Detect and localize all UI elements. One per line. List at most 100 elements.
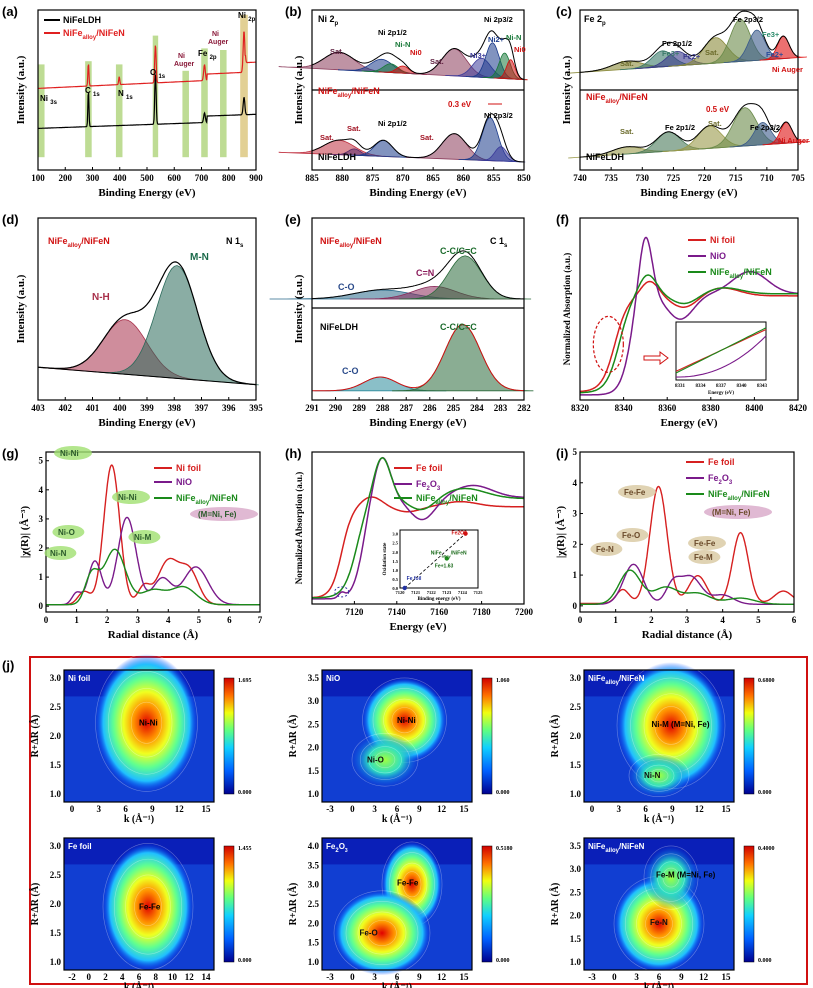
region-label: Fe 2p: [198, 49, 217, 61]
wavelet-bond-label: Ni-Ni: [139, 718, 158, 727]
x-tick-label: 6: [123, 804, 128, 814]
ni2p-alloy-peak-label: Ni0: [514, 45, 526, 54]
x-tick-label: 400: [113, 173, 127, 183]
ni2p-alloy-peak-label: Ni 2p3/2: [484, 15, 513, 24]
plot-frame: [579, 217, 799, 401]
x-tick-label: 2: [103, 972, 108, 982]
y-tick-label: 1.0: [570, 789, 582, 799]
inset-y-tick-label: 0.5: [392, 577, 398, 582]
y-tick-label: 1.0: [308, 957, 320, 967]
survey-ldh-line: [38, 74, 256, 129]
wavelet-map-title: Ni foil: [68, 674, 90, 683]
exafs-ni-series-1: [46, 516, 260, 606]
ni2p-ldh-sample-label: NiFeLDH: [318, 152, 356, 162]
panel-i-fe-exafs: 0 1 2 3 4 5 6 0 1 2 3 4 5 Radial distance (Å) |χ(R)| (…: [555, 446, 797, 641]
wavelet-bond-label: Ni-M (M=Ni, Fe): [652, 720, 710, 729]
panel-label-a: (a): [2, 4, 18, 19]
inset-point-label: NiFealloy/NiFeN: [431, 550, 467, 558]
y-tick-label: 3.0: [50, 673, 62, 683]
x-tick-label: 3: [97, 804, 102, 814]
c1s-alloy-peak-label: C-C/C=C: [440, 246, 477, 256]
wavelet-bond-label: Fe-O: [360, 929, 378, 938]
x-axis-label: k (Å⁻¹): [644, 813, 674, 825]
wavelet-contour: [645, 909, 673, 939]
wavelet-contour: [643, 845, 699, 910]
panel-title-d: N 1s: [226, 236, 244, 249]
panel-label-g: (g): [2, 446, 19, 461]
y-axis-label: R+ΔR (Å): [287, 883, 299, 926]
panel-g-ni-exafs: 0 1 2 3 4 5 6 7 0 1 2 3 4 5 Radial distance (Å) |χ(R)| …: [2, 446, 263, 641]
wavelet-bond-label: Fe-M (M=Ni, Fe): [656, 871, 716, 880]
wavelet-bond-label: Ni-N: [644, 771, 661, 780]
exafs-ni-series-2: [46, 548, 260, 606]
wavelet-map-title: Fe2O3: [326, 842, 348, 854]
x-tick-label: 3: [135, 615, 140, 625]
ni2p-alloy-peak-label: Ni-N: [506, 33, 521, 42]
x-tick-label: 3: [685, 615, 690, 625]
n1s-peak-label: M-N: [190, 252, 209, 263]
xanes-ni-series-1: [580, 236, 798, 396]
wavelet-map-title: NiO: [326, 674, 340, 683]
wavelet-bond-label: Ni-Ni: [397, 716, 416, 725]
x-tick-label: 860: [457, 173, 471, 183]
colorbar-max-label: 1.060: [496, 678, 510, 684]
x-tick-label: 8400: [745, 403, 764, 413]
ni2p-ldh-peak-label: Sat.: [320, 133, 334, 142]
x-tick-label: 870: [396, 173, 410, 183]
colorbar-max-label: 0.4000: [758, 846, 775, 852]
n1s-peak-label: N-H: [92, 292, 110, 303]
y-tick-label: 0: [573, 601, 578, 611]
c1s-alloy-peak-label: C-O: [338, 282, 355, 292]
panel-title-e: C 1s: [490, 236, 508, 249]
colorbar-min-label: 0.000: [238, 958, 252, 964]
inset-point-label: Fe foil: [407, 576, 422, 582]
x-tick-label: 850: [517, 173, 531, 183]
y-axis-label: Intensity (a.u.): [293, 55, 305, 124]
x-tick-label: 9: [670, 804, 675, 814]
x-tick-label: 12: [695, 804, 705, 814]
plot-frame: [321, 669, 473, 803]
x-tick-label: 4: [120, 972, 125, 982]
x-axis-label: Binding Energy (eV): [369, 417, 467, 429]
ni2p-shift-label: 0.3 eV: [448, 100, 472, 109]
x-tick-label: -2: [68, 972, 76, 982]
bond-annotation: Ni-O: [58, 528, 75, 537]
x-tick-label: 500: [140, 173, 154, 183]
legend-label: NiFealloy/NiFeN: [710, 267, 772, 280]
x-tick-label: 6: [643, 804, 648, 814]
inset-y-tick-label: 0.0: [392, 586, 398, 591]
wavelet-contour: [359, 739, 411, 780]
ni2p-ldh-envelope: [311, 113, 525, 163]
inset-y-tick-label: 2.0: [392, 550, 398, 555]
y-axis-label: Intensity (a.u.): [293, 274, 305, 343]
wavelet-map-title: NiFealloy/NiFeN: [588, 674, 645, 686]
x-tick-label: 3: [372, 804, 377, 814]
legend-label: Fe foil: [708, 457, 735, 467]
x-tick-label: 1: [74, 615, 79, 625]
fe2p-alloy-peak-label: Ni Auger: [772, 65, 803, 74]
inset-x-tick-label: 8331: [675, 384, 686, 389]
inset-data-point: [444, 556, 449, 561]
wavelet-contour: [351, 733, 419, 787]
x-tick-label: 0: [70, 804, 75, 814]
ni2p-alloy-peak-label: Ni 2p1/2: [378, 28, 407, 37]
wavelet-contour: [120, 688, 173, 758]
y-axis-label: Normalized Absorption (a.u.): [562, 253, 572, 366]
xanes-fe-series-2: [312, 457, 524, 599]
xps-region-highlight: [152, 35, 159, 158]
panel-label-h: (h): [285, 446, 302, 461]
wavelet-bond-label: Fe-Fe: [397, 879, 419, 888]
y-axis-label: R+ΔR (Å): [549, 883, 561, 926]
x-tick-label: 300: [86, 173, 100, 183]
inset-fit-line: [404, 533, 466, 589]
wavelet-contour: [657, 861, 685, 894]
x-tick-label: 286: [423, 403, 437, 413]
x-tick-label: 8320: [571, 403, 590, 413]
wavelet-intensity-blob: [103, 843, 193, 970]
y-tick-label: 3.0: [308, 696, 320, 706]
n1s-sample-label: NiFealloy/NiFeN: [48, 236, 110, 249]
xanes-fe-series-0: [311, 496, 524, 599]
x-axis-label: k (Å⁻¹): [382, 813, 412, 825]
bond-annotation: (M=Ni, Fe): [198, 510, 237, 519]
